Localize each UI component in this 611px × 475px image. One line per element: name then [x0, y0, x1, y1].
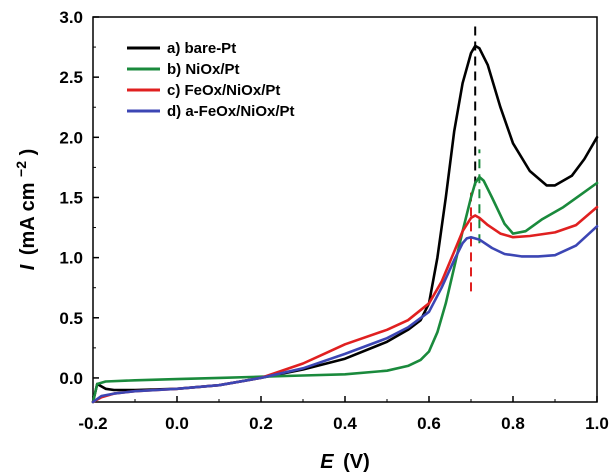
- y-axis-ticks: 0.0 0.5 1.0 1.5 2.0 2.5 3.0: [59, 8, 99, 388]
- y-tick-label: 1.5: [59, 188, 83, 207]
- x-axis-variable: E: [320, 451, 334, 473]
- legend: a) bare-Pt b) NiOx/Pt c) FeOx/NiOx/Pt d) a-…: [127, 40, 295, 120]
- x-axis-unit: (V): [343, 451, 370, 473]
- series-lines: [91, 44, 599, 404]
- series-line: [91, 225, 599, 404]
- x-tick-label: 0.2: [249, 414, 273, 433]
- legend-label: a) bare-Pt: [167, 40, 236, 57]
- y-axis-unit-close: ): [17, 149, 39, 156]
- y-axis-unit: (mA cm: [17, 183, 39, 256]
- x-tick-label: 0.0: [165, 414, 189, 433]
- x-axis-title: E (V): [320, 451, 370, 473]
- y-tick-label: 1.0: [59, 249, 83, 268]
- series-line: [91, 205, 599, 404]
- series-line: [91, 44, 599, 404]
- legend-label: b) NiOx/Pt: [167, 61, 240, 78]
- x-tick-label: 0.6: [417, 414, 441, 433]
- series-line: [91, 175, 599, 404]
- y-tick-label: 0.0: [59, 369, 83, 388]
- y-tick-label: 3.0: [59, 8, 83, 27]
- x-axis-ticks: -0.2 0.0 0.2 0.4 0.6 0.8 1.0: [78, 396, 609, 433]
- x-tick-label: 0.8: [501, 414, 525, 433]
- x-tick-label: 1.0: [585, 414, 609, 433]
- y-axis-variable: I: [17, 264, 39, 270]
- peak-markers: [470, 20, 481, 292]
- x-tick-label: 0.4: [333, 414, 357, 433]
- y-tick-label: 2.0: [59, 128, 83, 147]
- y-axis-unit-exponent: −2: [13, 161, 29, 177]
- legend-label: c) FeOx/NiOx/Pt: [167, 82, 280, 99]
- x-tick-label: -0.2: [78, 414, 107, 433]
- y-tick-label: 2.5: [59, 68, 83, 87]
- legend-label: d) a-FeOx/NiOx/Pt: [167, 103, 295, 120]
- y-tick-label: 0.5: [59, 309, 83, 328]
- y-axis-title: I (mA cm −2 ): [9, 149, 39, 271]
